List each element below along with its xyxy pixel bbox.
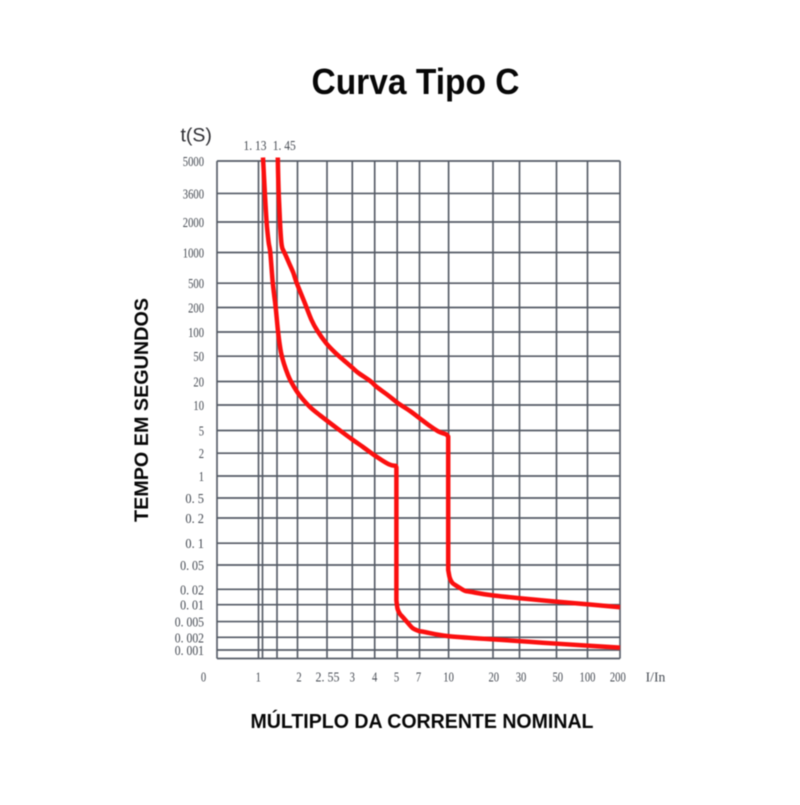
svg-text:7: 7	[416, 669, 421, 684]
svg-text:0. 02: 0. 02	[180, 582, 204, 597]
svg-text:2. 55: 2. 55	[316, 669, 340, 684]
svg-text:0. 002: 0. 002	[175, 630, 204, 645]
svg-text:0. 01: 0. 01	[180, 598, 204, 613]
svg-text:0. 1: 0. 1	[185, 536, 204, 551]
svg-text:0: 0	[201, 669, 206, 684]
svg-text:200: 200	[188, 301, 204, 316]
svg-text:100: 100	[188, 325, 204, 340]
svg-text:1000: 1000	[183, 246, 204, 261]
svg-text:50: 50	[553, 669, 564, 684]
svg-text:50: 50	[193, 349, 204, 364]
svg-text:MÚLTIPLO DA CORRENTE NOMINAL: MÚLTIPLO DA CORRENTE NOMINAL	[251, 709, 594, 733]
svg-text:2: 2	[199, 446, 204, 461]
svg-text:4: 4	[372, 669, 377, 684]
svg-text:Curva Tipo C: Curva Tipo C	[312, 61, 520, 102]
svg-text:t(S): t(S)	[181, 125, 212, 147]
svg-text:1. 45: 1. 45	[273, 138, 296, 153]
svg-text:3600: 3600	[183, 186, 204, 201]
svg-text:1: 1	[256, 669, 261, 684]
svg-text:I/In: I/In	[646, 669, 666, 684]
svg-text:10: 10	[193, 398, 204, 413]
svg-text:1. 13: 1. 13	[244, 138, 267, 153]
svg-text:5: 5	[199, 424, 204, 439]
svg-text:30: 30	[516, 669, 527, 684]
svg-text:100: 100	[580, 669, 596, 684]
svg-text:TEMPO EM SEGUNDOS: TEMPO EM SEGUNDOS	[132, 298, 153, 522]
svg-text:5: 5	[394, 669, 399, 684]
svg-text:0. 5: 0. 5	[185, 491, 204, 506]
svg-text:3: 3	[350, 669, 355, 684]
svg-text:1: 1	[199, 469, 204, 484]
svg-text:2: 2	[296, 669, 301, 684]
svg-text:200: 200	[610, 669, 626, 684]
svg-text:0. 2: 0. 2	[185, 511, 204, 526]
svg-text:500: 500	[188, 276, 204, 291]
svg-text:0. 001: 0. 001	[175, 643, 204, 658]
svg-text:0. 05: 0. 05	[180, 558, 204, 573]
svg-text:5000: 5000	[183, 154, 204, 169]
svg-text:20: 20	[489, 669, 500, 684]
svg-text:10: 10	[443, 669, 454, 684]
svg-text:20: 20	[193, 375, 204, 390]
svg-text:0. 005: 0. 005	[175, 615, 204, 630]
svg-text:2000: 2000	[183, 215, 204, 230]
